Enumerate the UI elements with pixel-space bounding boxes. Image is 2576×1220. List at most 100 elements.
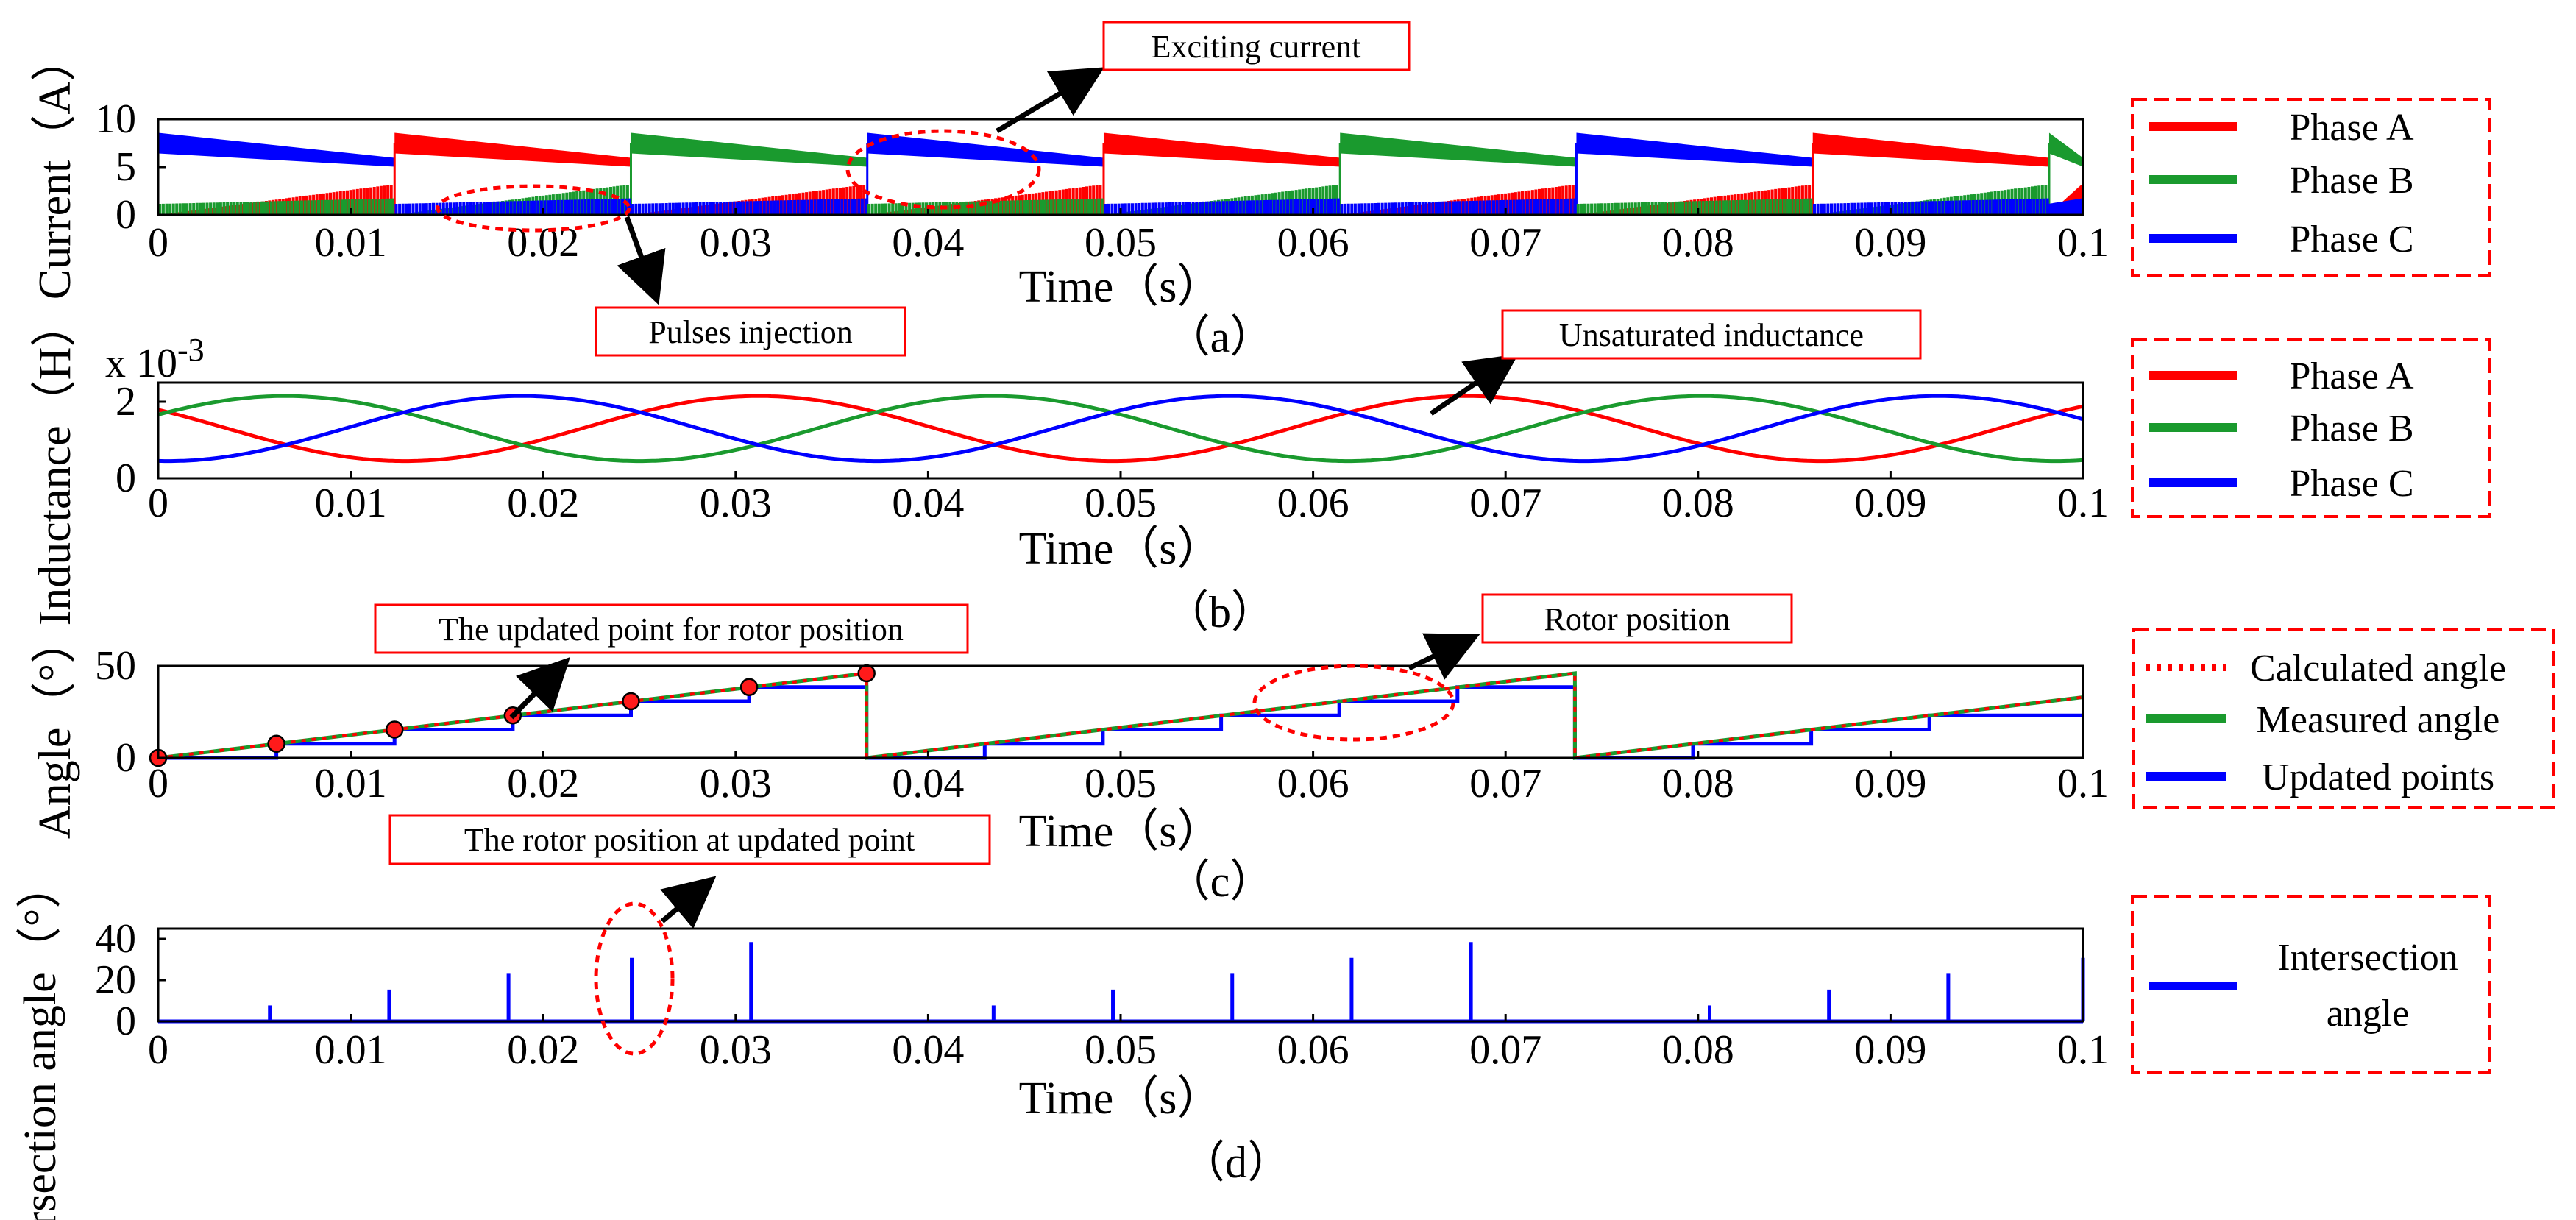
panel-a: 0 0.01 0.02 0.03 0.04 0.05 0.06 0.07 0.08 0.09 0.1… bbox=[30, 21, 2491, 361]
updated-point-marker bbox=[385, 720, 404, 739]
plot-b-xtick-label: 0.09 bbox=[1854, 480, 1926, 526]
plot-c-xtick-label: 0.1 bbox=[2057, 761, 2109, 806]
plot-c-xtick-label: 0.05 bbox=[1085, 761, 1157, 806]
current-pulses-C bbox=[394, 198, 2084, 215]
plot-c-data bbox=[149, 664, 2084, 767]
annotation-rotor-at-updated: The rotor position at updated point bbox=[388, 814, 991, 1056]
plot-b-xticks: 0 0.01 0.02 0.03 0.04 0.05 0.06 0.07 0.08 0.09 0.1 bbox=[148, 471, 2109, 526]
plot-a-xtick-label: 0.06 bbox=[1277, 220, 1349, 266]
current-exciting-A bbox=[1103, 132, 1341, 167]
current-exciting-A bbox=[1812, 132, 2049, 167]
plot-d-xtick-label: 0.1 bbox=[2057, 1027, 2109, 1073]
plot-b-xtick-label: 0 bbox=[148, 480, 168, 526]
updated-point-marker bbox=[857, 664, 876, 683]
legend-a-label-1: Phase B bbox=[2290, 160, 2414, 202]
plot-d-ytick-label: 20 bbox=[95, 957, 136, 1003]
plot-d-xtick-label: 0.03 bbox=[700, 1027, 772, 1073]
plot-b-xtick-label: 0.06 bbox=[1277, 480, 1349, 526]
current-exciting-C bbox=[158, 132, 395, 167]
legend-a-label-2: Phase C bbox=[2290, 219, 2414, 260]
panel-c: 0 0.01 0.02 0.03 0.04 0.05 0.06 0.07 0.08 0.09 0.1… bbox=[30, 593, 2555, 906]
updated-point-marker bbox=[622, 692, 640, 711]
current-exciting-B bbox=[1340, 132, 1577, 167]
plot-b-multiplier: x 10-3 bbox=[105, 332, 205, 386]
annotation-updated-point: The updated point for rotor position bbox=[374, 603, 969, 720]
inductance-line-0 bbox=[157, 394, 2084, 464]
plot-c-xtick-label: 0.02 bbox=[507, 761, 579, 806]
plot-d-frame bbox=[157, 927, 2084, 1023]
exciting-current-label: Exciting current bbox=[1152, 29, 1361, 65]
inductance-line-1 bbox=[157, 394, 2084, 464]
plot-a-xtick-label: 0.08 bbox=[1662, 220, 1734, 266]
legend-c-label-2: Updated points bbox=[2262, 756, 2494, 798]
plot-b-yticks: 02 bbox=[116, 379, 166, 501]
annotation-rotor-position: Rotor position bbox=[1252, 593, 1793, 742]
plot-c-xtick-label: 0.04 bbox=[892, 761, 964, 806]
plot-c-xtick-label: 0 bbox=[148, 761, 168, 806]
plot-a-xtick-label: 0.04 bbox=[892, 220, 964, 266]
annotation-unsaturated-inductance: Unsaturated inductance bbox=[1430, 309, 1922, 416]
current-exciting-B bbox=[631, 132, 867, 167]
plot-b-xtick-label: 0.07 bbox=[1469, 480, 1541, 526]
panel-d: 0 0.01 0.02 0.03 0.04 0.05 0.06 0.07 0.08 0.09 0.1… bbox=[15, 814, 2491, 1220]
plot-a-ytick-label: 10 bbox=[95, 96, 136, 142]
plot-c-ytick-label: 50 bbox=[95, 643, 136, 689]
legend-c: Calculated angle Measured angle Updated … bbox=[2132, 628, 2555, 809]
unsaturated-inductance-label: Unsaturated inductance bbox=[1559, 317, 1864, 353]
plot-b-xtick-label: 0.04 bbox=[892, 480, 964, 526]
plot-d-xtick-label: 0.05 bbox=[1085, 1027, 1157, 1073]
plot-d-xtick-label: 0 bbox=[148, 1027, 168, 1073]
plot-b-xtick-label: 0.03 bbox=[700, 480, 772, 526]
current-exciting-C bbox=[1576, 132, 1813, 167]
legend-c-label-1: Measured angle bbox=[2257, 699, 2500, 741]
angle-calculated-line bbox=[157, 671, 2084, 760]
plot-a-ytick-label: 5 bbox=[116, 144, 136, 190]
current-exciting-A bbox=[394, 132, 631, 167]
plot-a-xtick-label: 0 bbox=[148, 220, 168, 266]
inductance-line-2 bbox=[157, 394, 2084, 464]
plot-c-xtick-label: 0.06 bbox=[1277, 761, 1349, 806]
pulses-injection-label: Pulses injection bbox=[648, 314, 852, 350]
plot-b-xlabel: Time（s） bbox=[1019, 524, 1223, 574]
plot-c-xtick-label: 0.08 bbox=[1662, 761, 1734, 806]
plot-c-xtick-label: 0.03 bbox=[700, 761, 772, 806]
plot-d-data bbox=[158, 942, 2085, 1024]
plot-d-xticks: 0 0.01 0.02 0.03 0.04 0.05 0.06 0.07 0.08 0.09 0.1 bbox=[148, 1014, 2109, 1073]
plot-a-xtick-label: 0.01 bbox=[315, 220, 387, 266]
annotation-exciting-current: Exciting current bbox=[845, 21, 1411, 210]
plot-c-xticks: 0 0.01 0.02 0.03 0.04 0.05 0.06 0.07 0.08 0.09 0.1 bbox=[148, 751, 2109, 806]
plot-a-caption: （a） bbox=[1166, 313, 1274, 361]
plot-b-frame bbox=[157, 381, 2084, 480]
plot-a-data bbox=[157, 132, 2084, 215]
plot-a-ytick-label: 0 bbox=[116, 192, 136, 238]
plot-d-xtick-label: 0.04 bbox=[892, 1027, 964, 1073]
plot-c-caption: （c） bbox=[1166, 857, 1274, 906]
plot-a-xtick-label: 0.05 bbox=[1085, 220, 1157, 266]
legend-b-label-2: Phase C bbox=[2290, 463, 2414, 505]
plot-b-caption: （b） bbox=[1165, 588, 1275, 636]
plot-c-xtick-label: 0.07 bbox=[1469, 761, 1541, 806]
plot-a-xtick-label: 0.03 bbox=[700, 220, 772, 266]
plot-a-xtick-label: 0.02 bbox=[507, 220, 579, 266]
plot-c-xtick-label: 0.01 bbox=[315, 761, 387, 806]
updated-point-marker bbox=[267, 734, 285, 753]
plot-d-xtick-label: 0.01 bbox=[315, 1027, 387, 1073]
plot-c-yticks: 0 50 bbox=[95, 643, 166, 781]
legend-a: Phase A Phase B Phase C bbox=[2131, 98, 2491, 277]
plot-a-xticks: 0 0.01 0.02 0.03 0.04 0.05 0.06 0.07 0.08 0.09 0.1 bbox=[148, 208, 2109, 266]
legend-b-label-0: Phase A bbox=[2290, 355, 2414, 397]
plot-c-xtick-label: 0.09 bbox=[1854, 761, 1926, 806]
plot-c-ytick-label: 0 bbox=[116, 735, 136, 781]
updated-point-marker bbox=[739, 678, 759, 696]
plot-b-xtick-label: 0.02 bbox=[507, 480, 579, 526]
plot-d-caption: （d） bbox=[1181, 1138, 1291, 1187]
plot-a-xlabel: Time（s） bbox=[1019, 262, 1223, 312]
plot-d-xtick-label: 0.06 bbox=[1277, 1027, 1349, 1073]
plot-b-data bbox=[157, 394, 2084, 464]
rotor-at-updated-label: The rotor position at updated point bbox=[464, 822, 915, 858]
rotor-position-label: Rotor position bbox=[1544, 601, 1730, 637]
plot-b-xtick-label: 0.08 bbox=[1662, 480, 1734, 526]
plot-b-ytick-label: 0 bbox=[116, 455, 136, 501]
